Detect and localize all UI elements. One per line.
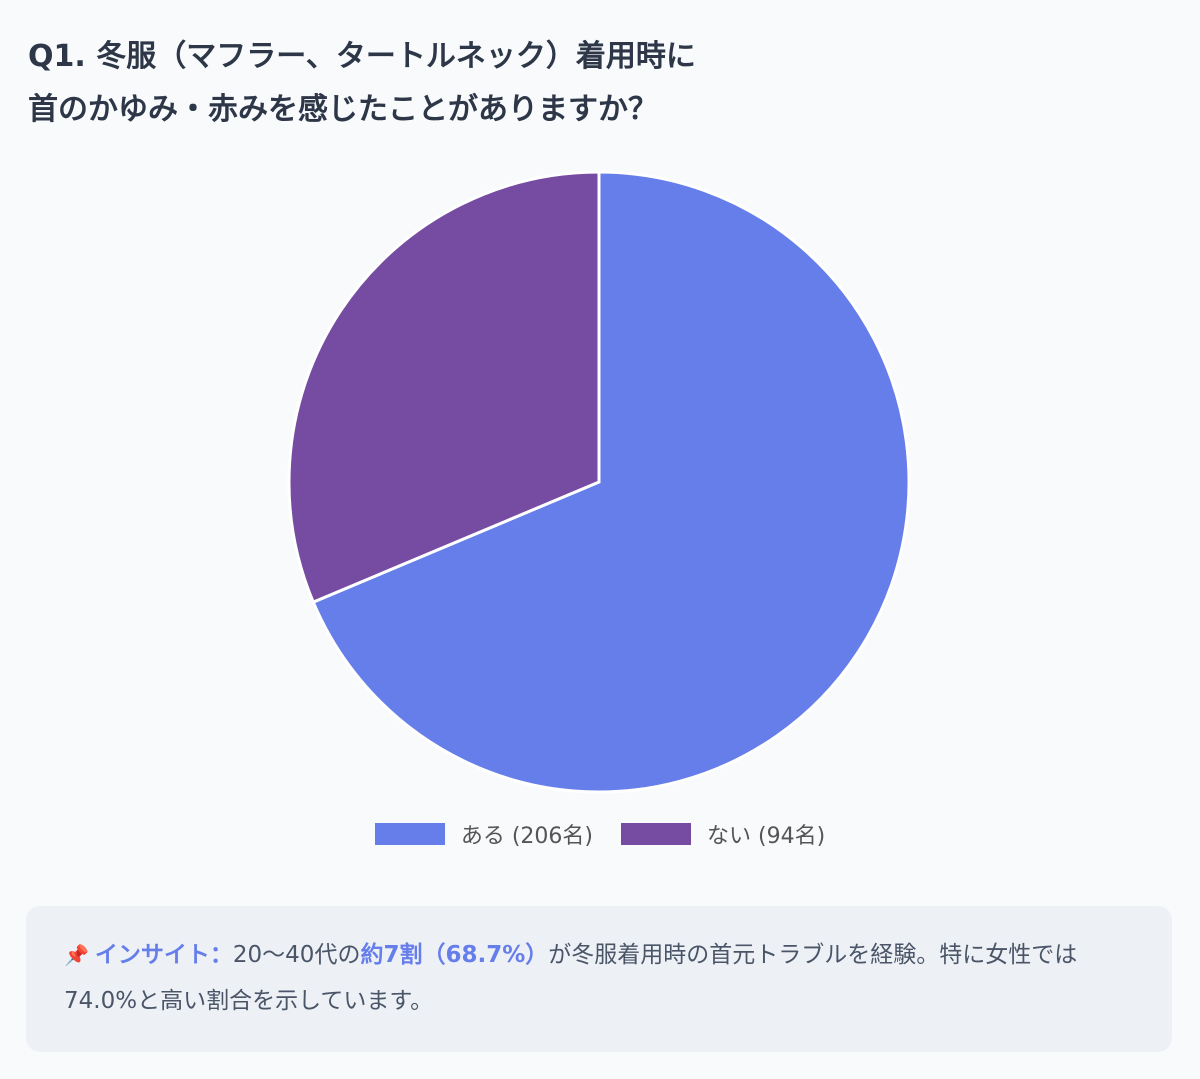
- insight-label: インサイト：: [94, 942, 233, 968]
- chart-title-line-1: Q1. 冬服（マフラー、タートルネック）着用時に: [28, 39, 696, 74]
- legend-item-nai[interactable]: ない (94名): [621, 818, 825, 850]
- legend-label-aru: ある (206名): [460, 824, 593, 849]
- chart-title-line-2: 首のかゆみ・赤みを感じたことがありますか？: [28, 92, 658, 127]
- pie-slice-1[interactable]: [287, 170, 601, 605]
- chart-title: Q1. 冬服（マフラー、タートルネック）着用時に 首のかゆみ・赤みを感じたことが…: [28, 30, 1128, 136]
- legend-item-aru[interactable]: ある (206名): [374, 818, 593, 850]
- insight-text-after: が冬服着用時の首元トラブルを経験。特に女性では74.0%と高い割合を示しています…: [64, 942, 1078, 1014]
- chart-legend: ある (206名) ない (94名): [0, 818, 1200, 850]
- insight-text-before: 20〜40代の: [232, 942, 361, 968]
- insight-highlight: 約7割（68.7%）: [360, 942, 549, 968]
- legend-label-nai: ない (94名): [707, 824, 826, 849]
- legend-swatch-nai: [621, 823, 691, 845]
- legend-swatch-aru: [374, 823, 445, 845]
- insight-box: 📌 インサイト：20〜40代の約7割（68.7%）が冬服着用時の首元トラブルを経験…: [26, 906, 1172, 1052]
- pie-slice-0[interactable]: [311, 170, 911, 794]
- pushpin-icon: 📌: [64, 943, 89, 967]
